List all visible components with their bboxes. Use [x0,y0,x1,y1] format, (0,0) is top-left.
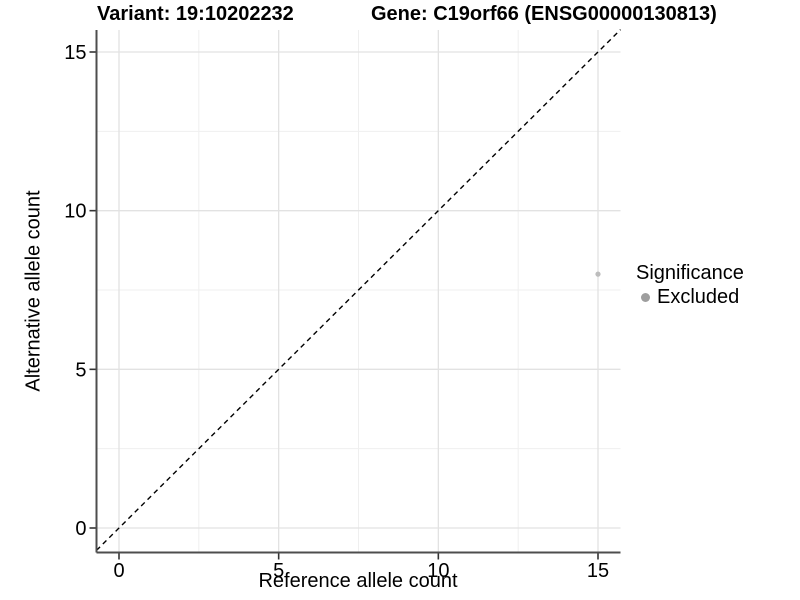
legend-point-icon [641,292,650,302]
y-tick-label: 0 [75,518,86,540]
data-point [595,271,601,277]
variant-title: Variant: 19:10202232 [97,3,294,25]
y-tick-label: 5 [75,359,86,381]
y-axis-title: Alternative allele count [22,190,45,392]
gene-title: Gene: C19orf66 (ENSG00000130813) [371,3,717,25]
y-tick-label: 10 [64,201,86,223]
y-tick-label: 15 [64,42,86,64]
legend: Significance Excluded [636,262,744,309]
x-tick-label: 0 [113,560,124,582]
legend-title: Significance [636,262,744,284]
legend-item-label: Excluded [657,285,740,308]
legend-item-excluded: Excluded [636,285,744,309]
x-tick-label: 15 [587,560,609,582]
x-tick-label: 5 [273,560,284,582]
x-tick-label: 10 [427,560,449,582]
identity-dashed-line [95,29,622,551]
x-axis-title: Reference allele count [258,570,458,592]
